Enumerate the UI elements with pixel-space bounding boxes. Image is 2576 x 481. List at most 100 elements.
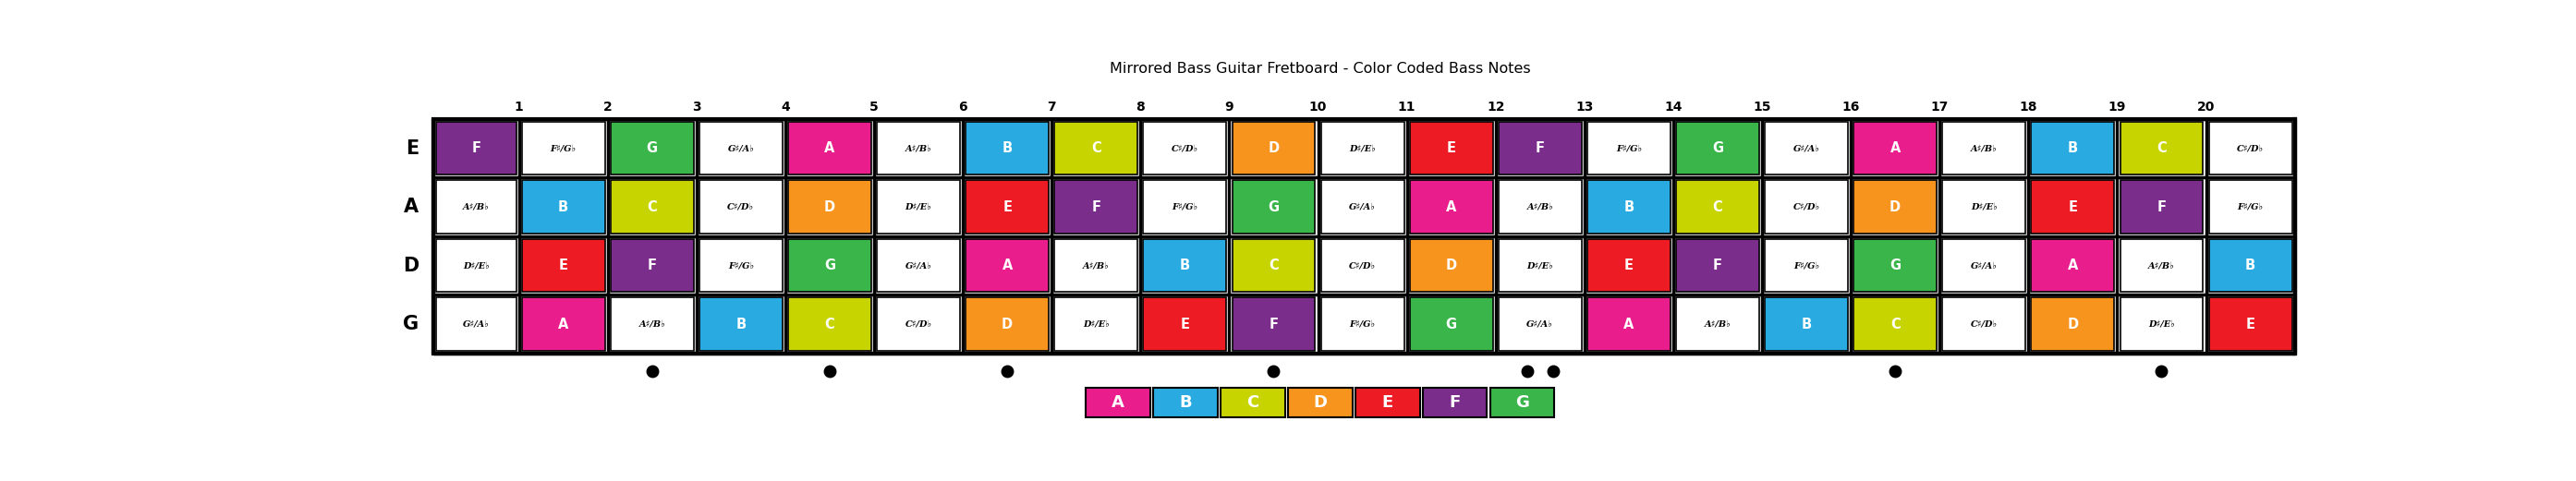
FancyBboxPatch shape (523, 298, 605, 351)
FancyBboxPatch shape (1677, 122, 1759, 175)
Text: D♯/E♭: D♯/E♭ (1350, 144, 1376, 152)
Text: G: G (647, 141, 657, 155)
Text: A: A (824, 141, 835, 155)
FancyBboxPatch shape (2208, 180, 2293, 233)
FancyBboxPatch shape (1855, 122, 1937, 175)
Text: E: E (559, 259, 567, 272)
FancyBboxPatch shape (2032, 122, 2115, 175)
Text: B: B (1623, 200, 1633, 214)
Text: A: A (1623, 317, 1633, 331)
Text: B: B (1002, 141, 1012, 155)
FancyBboxPatch shape (1765, 239, 1847, 292)
Text: 10: 10 (1309, 100, 1327, 113)
Text: 3: 3 (693, 100, 701, 113)
Text: 16: 16 (1842, 100, 1860, 113)
Text: G: G (402, 315, 420, 333)
FancyBboxPatch shape (1677, 180, 1759, 233)
Text: G♯/A♭: G♯/A♭ (1350, 203, 1376, 211)
Text: 6: 6 (958, 100, 969, 113)
Text: 13: 13 (1577, 100, 1595, 113)
Text: F: F (1535, 141, 1546, 155)
Text: 15: 15 (1754, 100, 1772, 113)
Text: G: G (1891, 259, 1901, 272)
Text: F♯/G♭: F♯/G♭ (1350, 320, 1376, 328)
Text: C: C (1270, 259, 1278, 272)
Text: G: G (824, 259, 835, 272)
FancyBboxPatch shape (1144, 180, 1226, 233)
FancyBboxPatch shape (1855, 180, 1937, 233)
Text: E: E (404, 139, 420, 157)
Text: F♯/G♭: F♯/G♭ (1615, 144, 1641, 152)
FancyBboxPatch shape (1422, 388, 1486, 418)
FancyBboxPatch shape (1054, 122, 1139, 175)
Text: A♯/B♭: A♯/B♭ (904, 144, 933, 152)
Text: F: F (471, 141, 482, 155)
FancyBboxPatch shape (1855, 239, 1937, 292)
Text: G♯/A♭: G♯/A♭ (1793, 144, 1819, 152)
FancyBboxPatch shape (1587, 180, 1669, 233)
Text: B: B (1180, 259, 1190, 272)
Text: F♯/G♭: F♯/G♭ (551, 144, 577, 152)
FancyBboxPatch shape (2208, 239, 2293, 292)
FancyBboxPatch shape (1355, 388, 1419, 418)
FancyBboxPatch shape (1154, 388, 1218, 418)
FancyBboxPatch shape (2120, 239, 2202, 292)
FancyBboxPatch shape (2032, 298, 2115, 351)
Text: G♯/A♭: G♯/A♭ (904, 261, 933, 270)
Text: A♯/B♭: A♯/B♭ (464, 203, 489, 211)
FancyBboxPatch shape (876, 298, 961, 351)
FancyBboxPatch shape (2032, 180, 2115, 233)
Text: F♯/G♭: F♯/G♭ (2239, 203, 2264, 211)
FancyBboxPatch shape (966, 239, 1048, 292)
Text: A: A (559, 317, 569, 331)
FancyBboxPatch shape (1677, 298, 1759, 351)
Text: G♯/A♭: G♯/A♭ (1971, 261, 1996, 270)
Text: 20: 20 (2197, 100, 2215, 113)
Text: C: C (647, 200, 657, 214)
FancyBboxPatch shape (2208, 298, 2293, 351)
FancyBboxPatch shape (1499, 298, 1582, 351)
Text: E: E (1448, 141, 1455, 155)
FancyBboxPatch shape (876, 239, 961, 292)
Text: F: F (647, 259, 657, 272)
Text: B: B (2246, 259, 2257, 272)
Text: D: D (1891, 200, 1901, 214)
FancyBboxPatch shape (1587, 298, 1669, 351)
Text: D: D (2066, 317, 2079, 331)
Text: E: E (1625, 259, 1633, 272)
FancyBboxPatch shape (523, 180, 605, 233)
FancyBboxPatch shape (2120, 122, 2202, 175)
FancyBboxPatch shape (1321, 122, 1404, 175)
Text: E: E (1002, 200, 1012, 214)
Text: F: F (1092, 200, 1100, 214)
Text: C♯/D♭: C♯/D♭ (1172, 144, 1198, 152)
Text: C♯/D♭: C♯/D♭ (2236, 144, 2264, 152)
FancyBboxPatch shape (1054, 239, 1139, 292)
Text: F♯/G♭: F♯/G♭ (1793, 261, 1819, 270)
FancyBboxPatch shape (2032, 239, 2115, 292)
Text: Mirrored Bass Guitar Fretboard - Color Coded Bass Notes: Mirrored Bass Guitar Fretboard - Color C… (1110, 62, 1530, 76)
Text: D♯/E♭: D♯/E♭ (904, 203, 933, 211)
Text: D: D (1267, 141, 1280, 155)
Text: F: F (1270, 317, 1278, 331)
Text: C♯/D♭: C♯/D♭ (726, 203, 755, 211)
Text: G: G (1713, 141, 1723, 155)
FancyBboxPatch shape (433, 119, 2295, 354)
Text: G: G (1515, 394, 1530, 411)
Text: G: G (1267, 200, 1280, 214)
Text: C: C (1247, 394, 1260, 411)
FancyBboxPatch shape (788, 298, 871, 351)
FancyBboxPatch shape (1231, 180, 1316, 233)
FancyBboxPatch shape (1054, 298, 1139, 351)
Text: D: D (402, 256, 420, 275)
Text: F♯/G♭: F♯/G♭ (1172, 203, 1198, 211)
FancyBboxPatch shape (1409, 122, 1492, 175)
Text: 12: 12 (1486, 100, 1504, 113)
FancyBboxPatch shape (698, 180, 783, 233)
Text: 5: 5 (871, 100, 878, 113)
FancyBboxPatch shape (698, 122, 783, 175)
Text: 19: 19 (2107, 100, 2125, 113)
Text: A♯/B♭: A♯/B♭ (2148, 261, 2174, 270)
Text: B: B (737, 317, 747, 331)
Text: 1: 1 (515, 100, 523, 113)
